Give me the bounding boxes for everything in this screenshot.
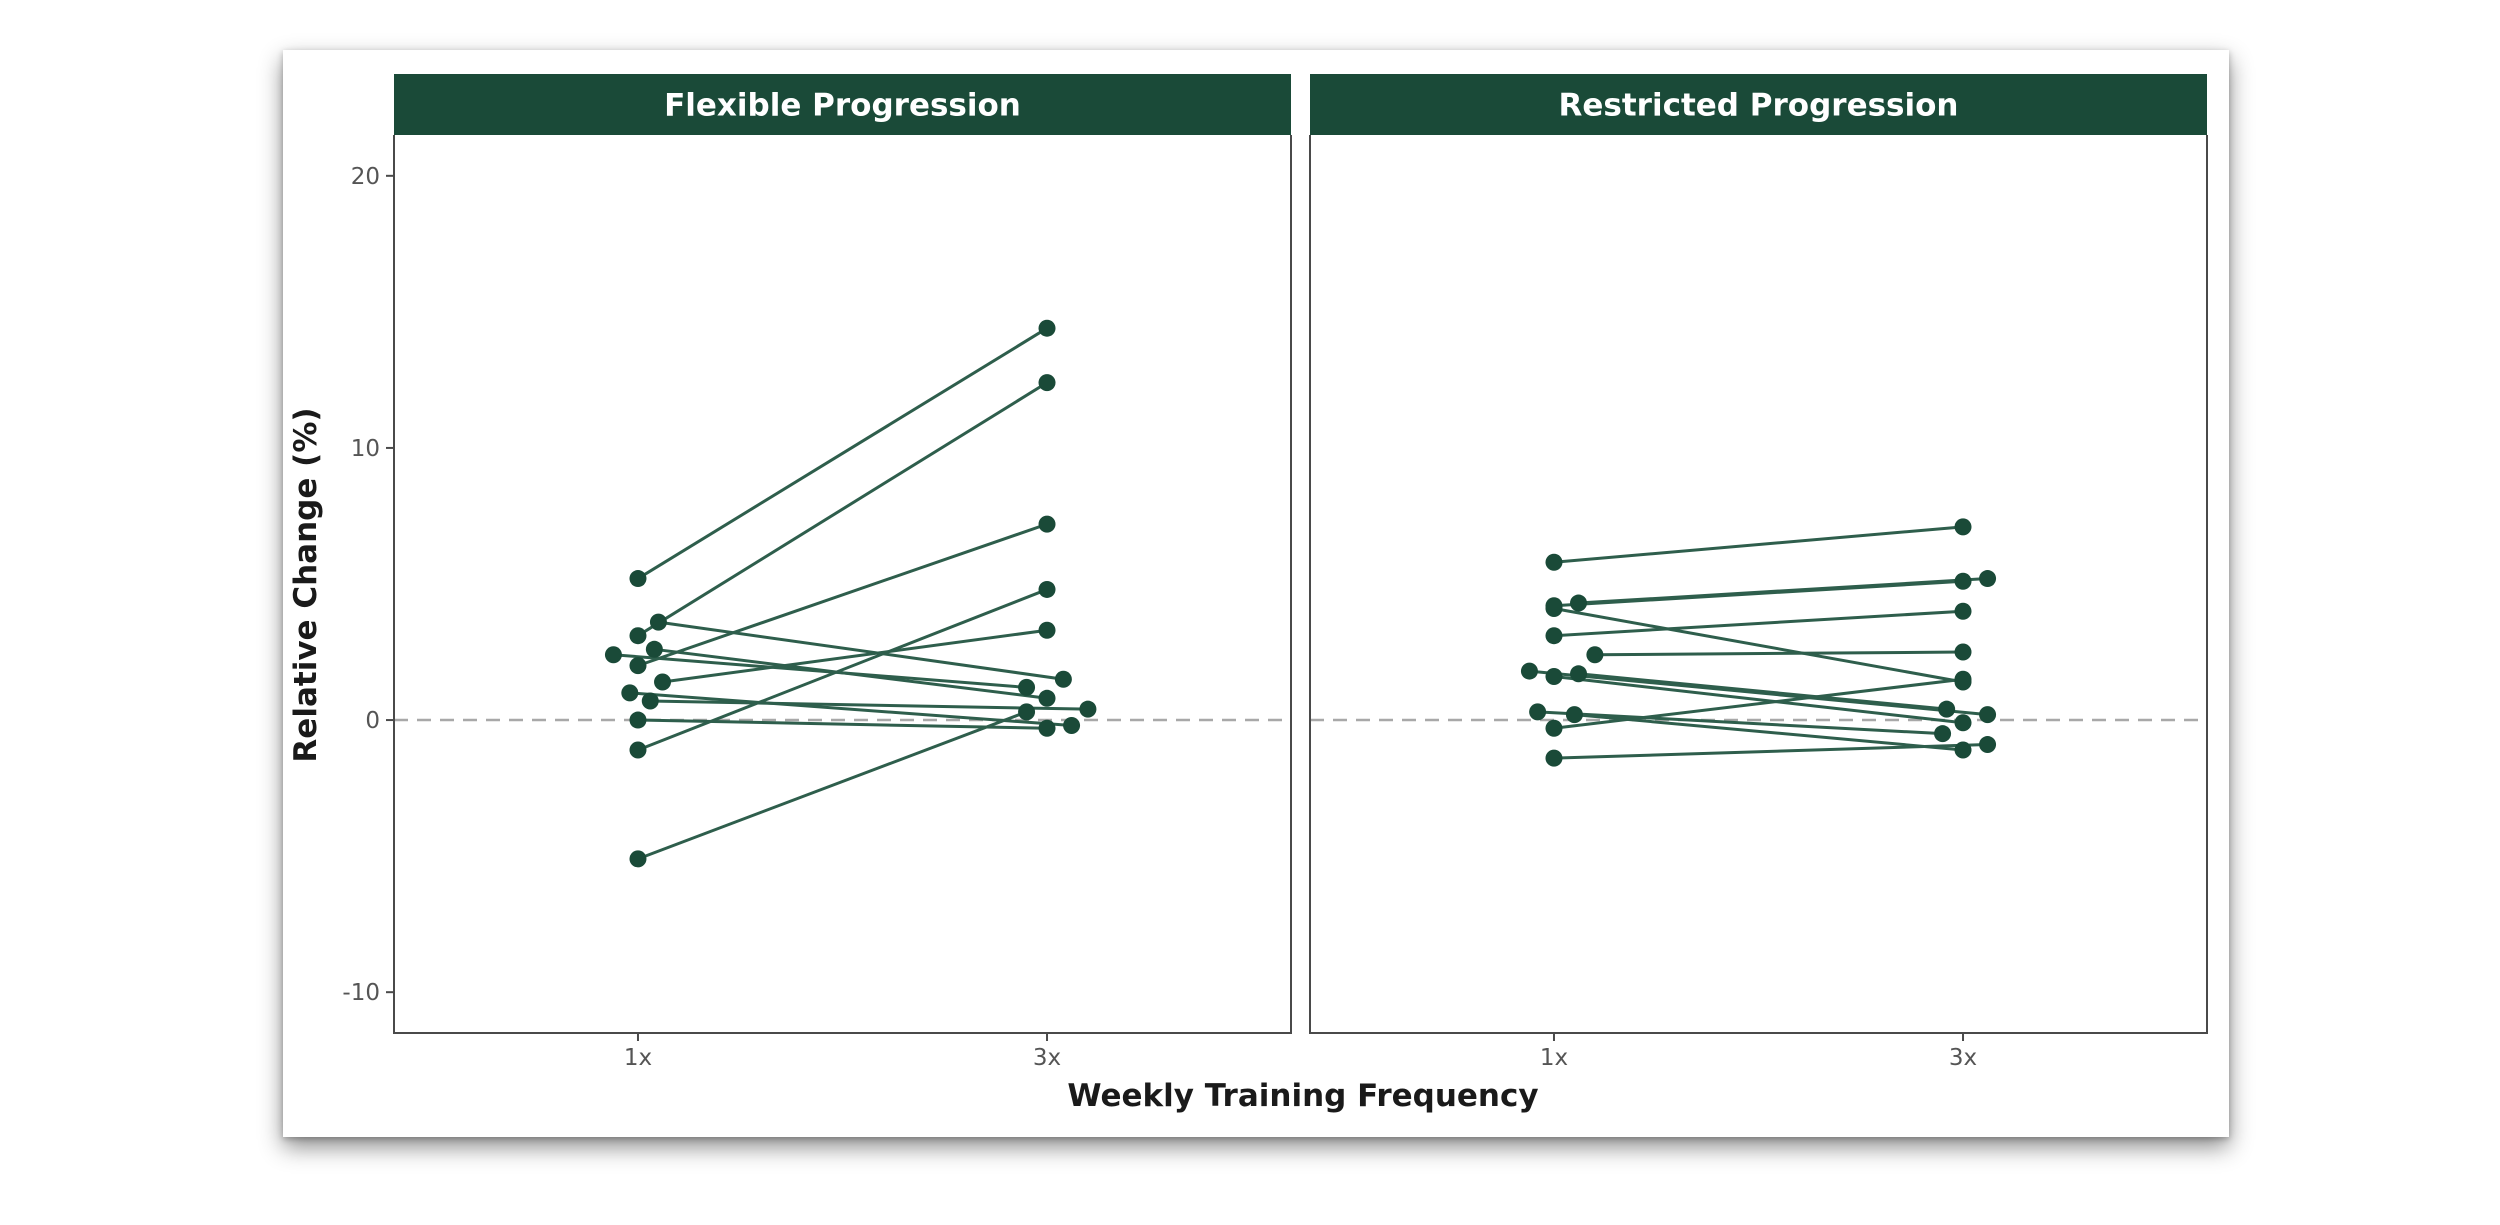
data-point [1545,719,1563,737]
data-point [1570,594,1588,612]
subject-line [1574,713,1964,752]
data-point [1038,689,1056,707]
data-point [1018,703,1036,721]
data-point [629,570,647,588]
data-point [1545,553,1563,571]
data-point [1934,725,1952,743]
subject-line [637,588,1048,752]
data-point [649,613,667,631]
subject-line [1578,577,1988,605]
subject-line [1553,609,1964,638]
data-point [1038,374,1056,392]
data-point [1545,627,1563,645]
panel-flexible: Flexible Progression [393,74,1292,1034]
panel-strip [394,74,1291,135]
y-tick-label: -10 [342,980,380,1006]
data-point [1954,643,1972,661]
data-point [1954,714,1972,732]
data-point [1979,570,1997,588]
data-point [629,657,647,675]
x-tick-label: 3x [1949,1045,1977,1071]
data-point [1038,719,1056,737]
data-point [1979,706,1997,724]
subject-line [1553,743,1988,760]
data-point [1038,621,1056,639]
y-axis-title: Relative Change (%) [288,407,324,762]
panel-border [1309,135,2208,1034]
subject-line [637,326,1048,580]
subject-line [1594,650,1964,657]
data-point [645,640,663,658]
data-point [654,673,672,691]
x-axis-title: Weekly Training Frequency [1067,1078,1538,1114]
subject-line [1537,710,1943,736]
subject-line [1553,525,1964,564]
data-point [1038,515,1056,533]
subject-line [1553,607,1964,684]
y-tick-label: 0 [365,708,380,734]
subject-line [629,691,1072,727]
data-point [1038,580,1056,598]
subject-line [654,647,1048,700]
faceted-line-chart: Flexible Progression Restricted Progressi… [288,74,2208,1114]
data-point [1520,662,1538,680]
subject-line [637,381,1048,637]
data-point [1529,703,1547,721]
data-point [1938,700,1956,718]
data-point [1054,670,1072,688]
data-point [629,741,647,759]
data-point [1954,741,1972,759]
data-point [1954,602,1972,620]
data-point [629,627,647,645]
x-tick-label: 1x [624,1045,652,1071]
panel-title: Flexible Progression [664,88,1021,124]
y-tick-label: 20 [351,164,380,190]
x-tick-label: 1x [1540,1045,1568,1071]
subject-line [637,718,1048,730]
subject-line [658,620,1064,681]
data-point [1038,319,1056,337]
data-point [604,646,622,664]
data-point [1079,700,1097,718]
data-point [641,692,659,710]
panel-strip [1310,74,2207,135]
panel-border [393,135,1292,1034]
data-point [1586,646,1604,664]
data-point [1063,717,1081,735]
chart-card: Flexible Progression Restricted Progressi… [283,50,2229,1137]
data-point [1979,736,1997,754]
data-point [629,850,647,868]
data-point [1545,599,1563,617]
data-point [1954,670,1972,688]
axes: 1x 3x 1x 3x -10 0 10 20 [342,164,1977,1071]
panel-title: Restricted Progression [1559,88,1959,124]
subject-line [650,699,1088,711]
panels: Flexible Progression Restricted Progressi… [393,74,2208,1034]
subject-line [1578,672,1947,711]
data-point [621,684,639,702]
subject-line [1529,669,1988,717]
data-point [1565,706,1583,724]
data-point [1954,518,1972,536]
panel-restricted: Restricted Progression [1309,74,2208,1034]
x-tick-label: 3x [1033,1045,1061,1071]
data-point [1545,668,1563,686]
subject-line [1553,675,1964,725]
data-point [629,711,647,729]
data-point [1545,749,1563,767]
data-point [1570,665,1588,683]
subject-line [637,522,1048,668]
y-tick-label: 10 [351,436,380,462]
data-point [1954,572,1972,590]
subject-line [662,628,1048,684]
subject-line [637,710,1028,861]
data-point [1018,678,1036,696]
